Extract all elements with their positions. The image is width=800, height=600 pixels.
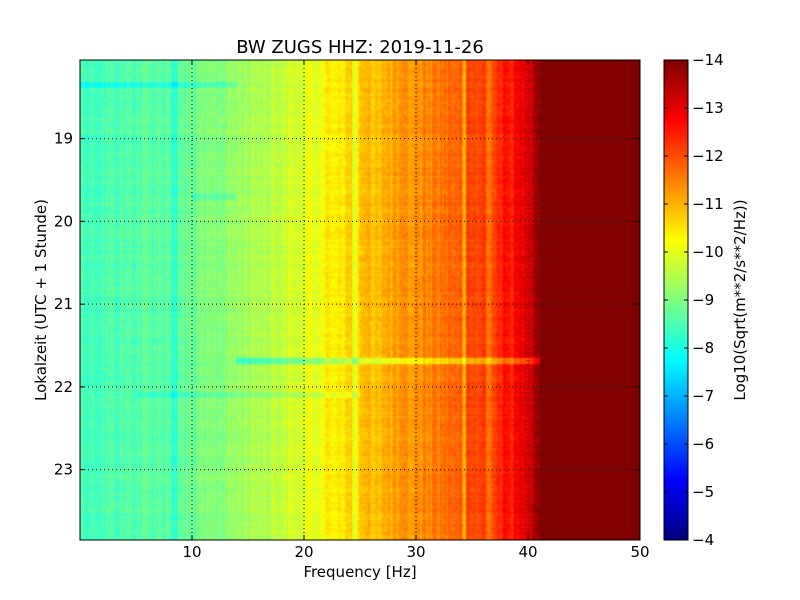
plot-frame	[79, 59, 641, 541]
y-tick-label: 23	[54, 461, 73, 479]
x-tick-label: 20	[294, 543, 313, 561]
spectrogram-heatmap	[80, 60, 640, 540]
x-axis-ticks: 10 20 30 40 50	[182, 60, 650, 561]
colorbar-tick-label: −5	[692, 483, 714, 501]
x-tick-label: 10	[182, 543, 201, 561]
colorbar-tick-label: −13	[692, 99, 724, 117]
y-tick-label: 19	[54, 130, 73, 148]
colorbar-tick-label: −12	[692, 147, 724, 165]
colorbar-tick-label: −7	[692, 387, 714, 405]
grid-lines	[80, 60, 640, 540]
x-axis-label: Frequency [Hz]	[303, 563, 416, 581]
x-tick-label: 50	[630, 543, 649, 561]
colorbar: −4 −5 −6 −7 −8 −9 −10 −11 −12 −13 −14	[663, 51, 724, 549]
chart-title: BW ZUGS HHZ: 2019-11-26	[236, 37, 484, 58]
colorbar-tick-label: −4	[692, 531, 714, 549]
colorbar-tick-label: −14	[692, 51, 724, 69]
y-axis-label: Lokalzeit (UTC + 1 Stunde)	[32, 199, 50, 401]
colorbar-tick-label: −8	[692, 339, 714, 357]
colorbar-ticks: −4 −5 −6 −7 −8 −9 −10 −11 −12 −13 −14	[664, 51, 724, 549]
colorbar-tick-label: −11	[692, 195, 724, 213]
y-tick-label: 22	[54, 378, 73, 396]
x-tick-label: 40	[518, 543, 537, 561]
x-tick-label: 30	[406, 543, 425, 561]
colorbar-tick-label: −9	[692, 291, 714, 309]
plot-area: 10 20 30 40 50 19 20 21 22 23	[54, 59, 650, 561]
y-axis-ticks: 19 20 21 22 23	[54, 130, 640, 479]
colorbar-label: Log10(Sqrt(m**2/s**2/Hz))	[731, 199, 749, 400]
colorbar-tick-label: −10	[692, 243, 724, 261]
y-tick-label: 21	[54, 295, 73, 313]
colorbar-tick-label: −6	[692, 435, 714, 453]
y-tick-label: 20	[54, 212, 73, 230]
